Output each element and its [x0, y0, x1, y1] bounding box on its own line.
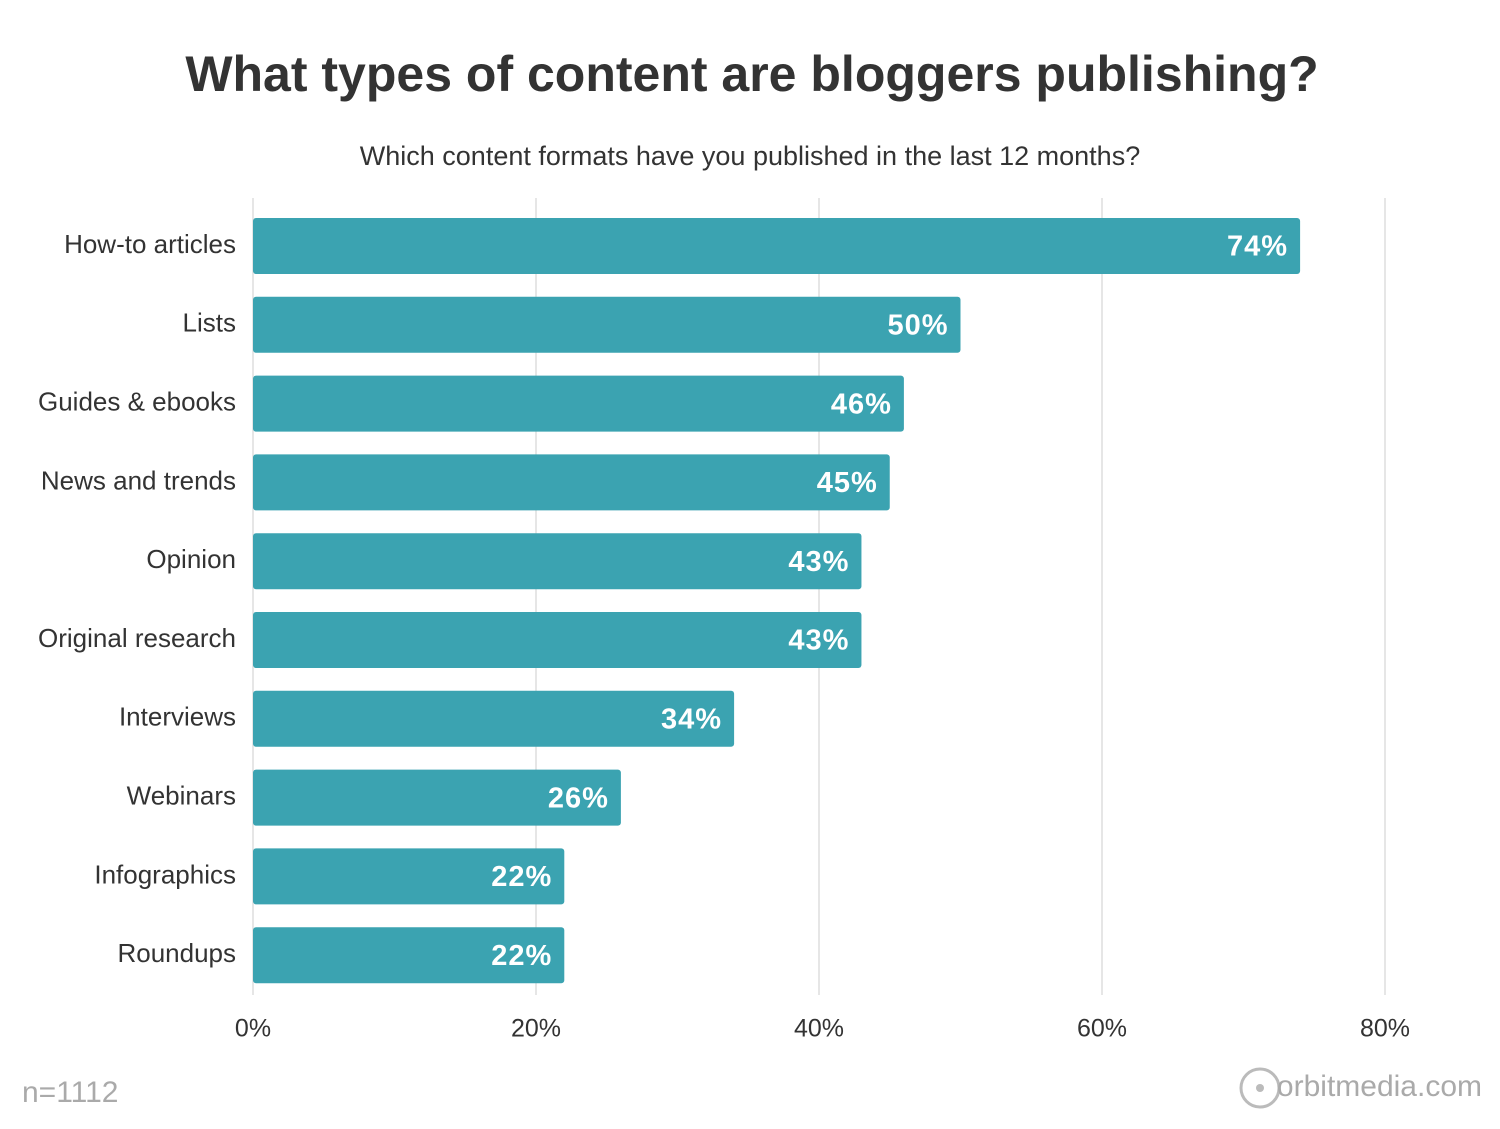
y-tick-label: Roundups	[117, 938, 236, 968]
bar	[253, 533, 862, 590]
x-tick-label: 20%	[511, 1015, 561, 1043]
x-tick-label: 80%	[1360, 1015, 1410, 1043]
y-tick-label: Original research	[38, 623, 236, 653]
value-label: 45%	[817, 467, 878, 499]
y-tick-label: Lists	[183, 308, 236, 338]
logo-dot	[1256, 1084, 1264, 1092]
y-tick-label: Webinars	[127, 780, 236, 810]
bar	[253, 218, 1301, 274]
bar	[253, 296, 961, 353]
bar	[253, 769, 621, 826]
value-label: 34%	[661, 703, 722, 735]
bar	[253, 848, 565, 905]
y-tick-label: How-to articles	[64, 229, 236, 259]
source: orbitmedia.com	[1277, 1070, 1482, 1103]
value-label: 50%	[887, 309, 948, 341]
value-label: 22%	[491, 861, 552, 893]
value-label: 43%	[788, 546, 849, 578]
y-tick-label: Opinion	[146, 544, 236, 574]
value-label: 46%	[831, 388, 892, 420]
y-tick-label: Infographics	[94, 859, 236, 889]
bar	[253, 454, 890, 511]
y-tick-label: Guides & ebooks	[38, 386, 236, 416]
value-label: 43%	[788, 625, 849, 657]
x-tick-label: 60%	[1077, 1015, 1127, 1043]
logo-ring	[1239, 1067, 1281, 1109]
y-tick-label: Interviews	[119, 702, 236, 732]
y-tick-label: News and trends	[41, 465, 236, 495]
value-label: 74%	[1227, 231, 1288, 263]
value-label: 22%	[491, 940, 552, 972]
bar	[253, 927, 565, 984]
bar	[253, 612, 862, 668]
x-tick-label: 0%	[235, 1015, 271, 1043]
bar	[253, 375, 904, 432]
chart-title: What types of content are bloggers publi…	[185, 46, 1318, 102]
bar	[253, 690, 735, 747]
x-tick-label: 40%	[794, 1015, 844, 1043]
chart-subtitle: Which content formats have you published…	[360, 141, 1140, 171]
value-label: 26%	[548, 782, 609, 814]
sample-note: n=1112	[22, 1076, 119, 1109]
logo	[1239, 1067, 1281, 1109]
